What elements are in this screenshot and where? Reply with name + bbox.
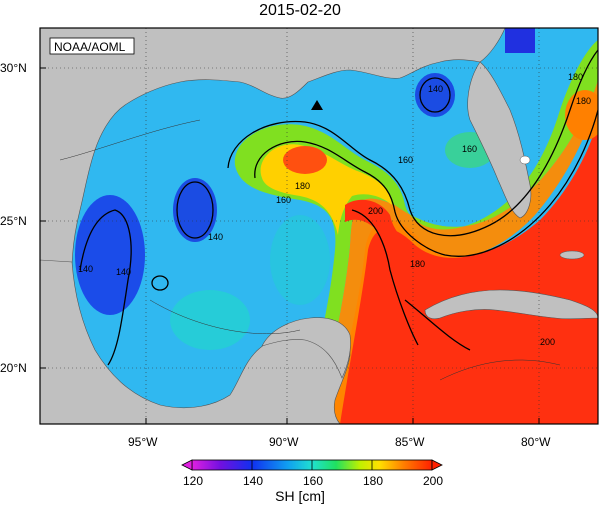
contour-labels: 140 140 140 140 160 160 160 180 180 180 …: [78, 72, 591, 347]
svg-text:180: 180: [410, 259, 425, 269]
axis-ticks: [40, 67, 540, 424]
station-marker-triangle: [311, 100, 323, 110]
florida-land: [467, 61, 532, 219]
cuba-land: [424, 289, 598, 320]
loop-current-orange: [318, 80, 598, 424]
lon-tick-95w: 95°W: [128, 435, 158, 449]
lat-tick-30n: 30°N: [0, 61, 27, 75]
cool-eddy-central: [173, 178, 217, 242]
svg-text:140: 140: [116, 267, 131, 277]
svg-text:160: 160: [398, 155, 413, 165]
mexico-land: [40, 259, 351, 424]
minor-contours: [59, 119, 561, 381]
svg-text:200: 200: [540, 337, 555, 347]
blue-corner-ne: [505, 28, 535, 53]
lat-tick-20n: 20°N: [0, 361, 27, 375]
cool-eddy-west: [75, 195, 145, 315]
lon-tick-85w: 85°W: [395, 435, 425, 449]
cool-eddy-northeast: [415, 73, 455, 117]
svg-text:200: 200: [368, 206, 383, 216]
colorbar-tick-140: 140: [243, 474, 263, 488]
teal-patch-2: [270, 215, 330, 305]
lon-tick-80w: 80°W: [521, 435, 551, 449]
small-island: [519, 155, 531, 165]
svg-text:140: 140: [428, 84, 443, 94]
orange-patch-ne: [565, 90, 598, 140]
warm-eddy-core: [283, 146, 327, 174]
lat-tick-25n: 25°N: [0, 214, 27, 228]
map-frame: [39, 27, 599, 425]
map-title: 2015-02-20: [259, 2, 341, 19]
svg-text:180: 180: [295, 181, 310, 191]
colorbar: 120 140 160 180 200: [181, 459, 443, 488]
colorbar-tick-120: 120: [183, 474, 203, 488]
credit-label: NOAA/AOML: [54, 40, 126, 54]
bahamas-island: [559, 250, 585, 260]
colorbar-tick-180: 180: [363, 474, 383, 488]
colorbar-tick-200: 200: [423, 474, 443, 488]
colorbar-tick-160: 160: [303, 474, 323, 488]
credit-box: [49, 37, 135, 55]
red-tongue: [345, 199, 440, 261]
svg-text:180: 180: [576, 96, 591, 106]
map-grid: [40, 28, 598, 424]
svg-text:160: 160: [462, 144, 477, 154]
colorbar-label: SH [cm]: [275, 488, 325, 504]
lon-tick-90w: 90°W: [269, 435, 299, 449]
svg-text:140: 140: [78, 264, 93, 274]
svg-text:180: 180: [568, 72, 583, 82]
teal-patch: [170, 290, 250, 350]
caribbean-warm-water: [330, 120, 598, 424]
svg-text:160: 160: [276, 195, 291, 205]
north-america-land: [40, 28, 506, 271]
svg-text:140: 140: [208, 232, 223, 242]
